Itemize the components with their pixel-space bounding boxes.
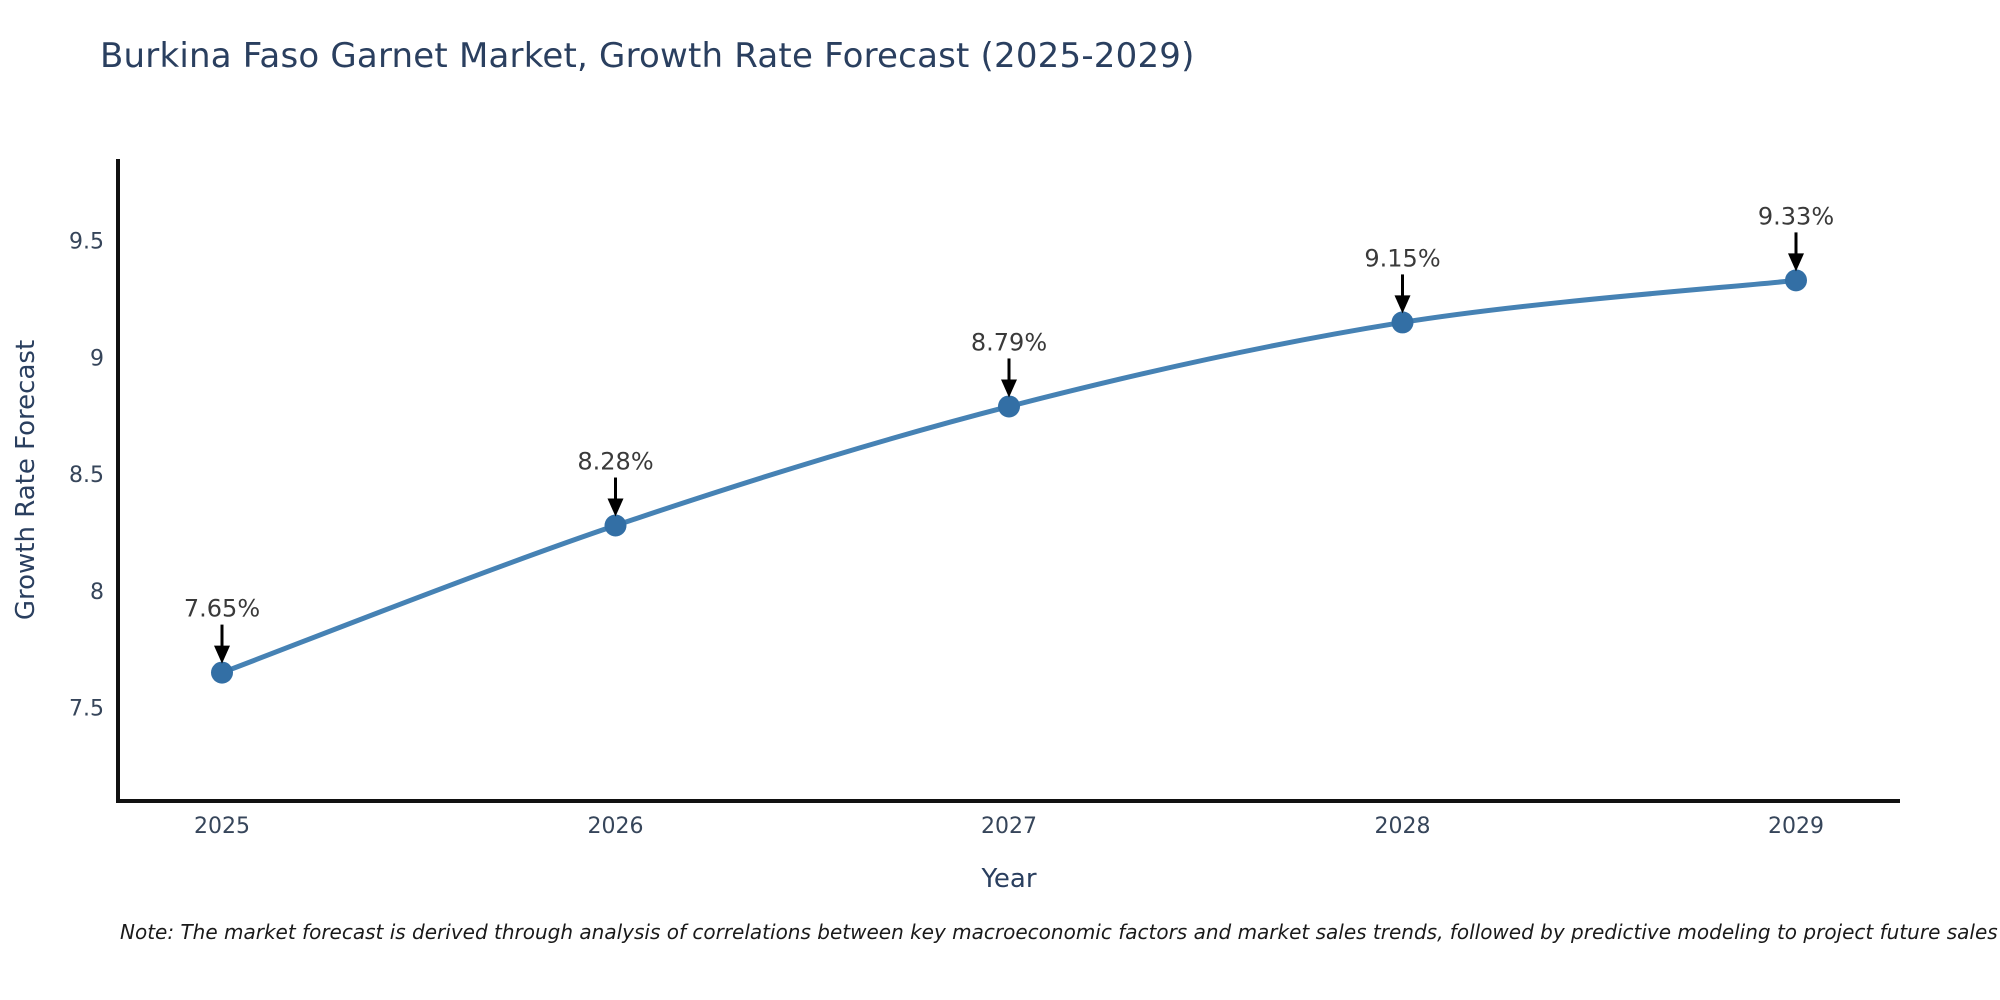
data-point-label: 7.65% (184, 595, 260, 623)
y-tick-label: 7.5 (69, 697, 104, 722)
data-point-marker (211, 661, 233, 684)
data-point-label: 8.79% (971, 328, 1047, 356)
data-point-label: 9.33% (1758, 202, 1834, 230)
data-point-marker (998, 395, 1020, 418)
x-axis-title: Year (980, 864, 1036, 894)
x-tick-label: 2028 (1375, 814, 1431, 839)
data-point-marker (604, 514, 627, 537)
chart-title: Burkina Faso Garnet Market, Growth Rate … (100, 36, 1195, 76)
data-point-marker (1785, 269, 1807, 292)
annotation-arrowhead (1394, 295, 1411, 314)
x-tick-label: 2025 (194, 814, 250, 839)
annotation-arrowhead (214, 645, 230, 664)
x-tick-label: 2027 (981, 814, 1037, 839)
y-tick-label: 8 (90, 580, 104, 605)
footnote: Note: The market forecast is derived thr… (120, 920, 1998, 944)
annotation-arrowhead (607, 498, 624, 517)
y-axis-title: Growth Rate Forecast (11, 340, 41, 620)
data-point-label: 9.15% (1364, 244, 1440, 272)
x-tick-label: 2029 (1768, 814, 1824, 839)
data-point-marker (1391, 311, 1414, 334)
y-tick-label: 9 (90, 346, 104, 371)
x-tick-label: 2026 (588, 814, 644, 839)
y-tick-label: 8.5 (69, 463, 104, 488)
data-point-label: 8.28% (577, 448, 653, 476)
annotation-arrowhead (1788, 253, 1804, 272)
annotation-arrowhead (1001, 379, 1017, 398)
y-tick-label: 9.5 (69, 230, 104, 255)
